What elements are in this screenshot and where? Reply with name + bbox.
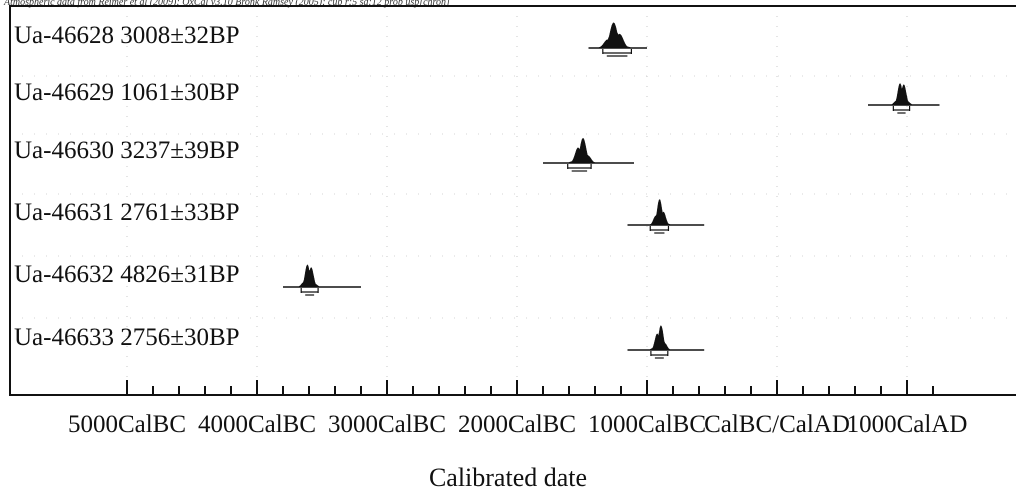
x-tick-label: 4000CalBC	[197, 411, 317, 438]
x-tick-label: 1000CalBC	[587, 411, 707, 438]
x-tick-label: 1000CalAD	[846, 411, 968, 438]
x-tick-label: 2000CalBC	[457, 411, 577, 438]
probability-distribution	[891, 82, 912, 106]
sample-label: Ua-46631 2761±33BP	[14, 199, 240, 226]
sample-label: Ua-46629 1061±30BP	[14, 79, 240, 106]
sample-label: Ua-46632 4826±31BP	[14, 261, 240, 288]
sample-row: Ua-46633 2756±30BP	[14, 324, 705, 359]
sample-row: Ua-46630 3237±39BP	[14, 137, 634, 172]
sample-row: Ua-46629 1061±30BP	[14, 79, 940, 114]
citation-text: Atmospheric data from Reimer et al (2009…	[4, 0, 450, 8]
x-axis	[126, 380, 934, 395]
sample-label: Ua-46628 3008±32BP	[14, 22, 240, 49]
sample-row: Ua-46631 2761±33BP	[14, 199, 705, 234]
probability-distribution	[649, 199, 671, 226]
x-tick-label: 5000CalBC	[67, 411, 187, 438]
sample-row: Ua-46628 3008±32BP	[14, 22, 647, 57]
x-tick-label: CalBC/CalAD	[704, 411, 850, 438]
probability-distribution	[649, 324, 671, 351]
sample-label: Ua-46630 3237±39BP	[14, 137, 240, 164]
x-tick-label: 3000CalBC	[327, 411, 447, 438]
plot-frame	[9, 5, 1016, 396]
sample-rows: Ua-46628 3008±32BP Ua-46629 1061±30BP Ua-4…	[14, 22, 940, 359]
sample-label: Ua-46633 2756±30BP	[14, 324, 240, 351]
x-axis-title: Calibrated date	[428, 463, 588, 492]
probability-distribution	[298, 264, 320, 288]
probability-distribution	[598, 22, 631, 49]
sample-row: Ua-46632 4826±31BP	[14, 261, 361, 296]
probability-distribution	[568, 137, 596, 164]
